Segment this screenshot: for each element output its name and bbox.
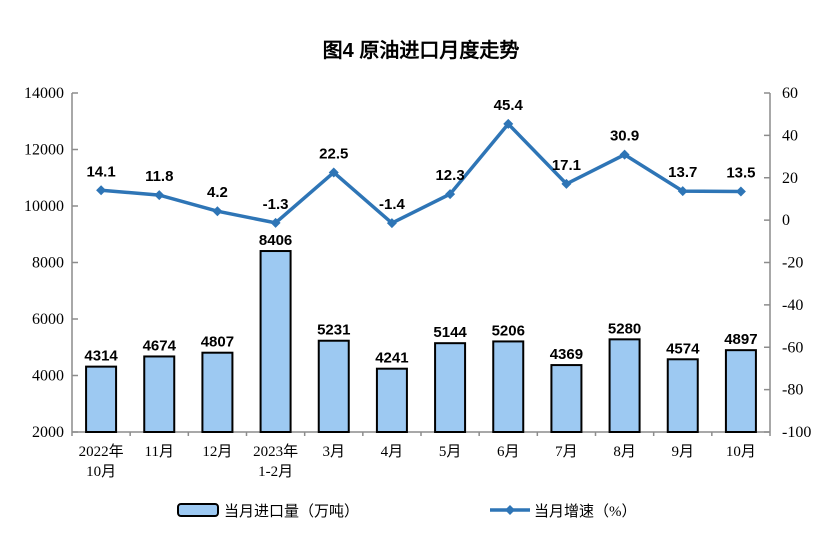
bar — [492, 340, 525, 434]
legend-bar-swatch — [177, 503, 219, 517]
legend-bar-label: 当月进口量（万吨） — [224, 503, 359, 520]
left-axis-tick-label: 2000 — [32, 424, 64, 441]
line-marker-icon — [154, 190, 165, 201]
line-value-label: 17.1 — [552, 157, 581, 174]
right-axis-tick-label: -80 — [782, 382, 803, 399]
x-axis-label: 4月 — [381, 444, 404, 460]
plot-area: 14000 12000 10000 8000 6000 4000 2000 60 40 20 0 -2… — [24, 85, 811, 480]
line-value-label: 14.1 — [86, 163, 115, 180]
right-axis-tick-label: 60 — [782, 85, 798, 102]
right-axis-tick-label: 20 — [782, 170, 798, 187]
x-axis-label: 6月 — [497, 444, 520, 460]
line-marker-icon — [619, 149, 630, 160]
x-axis-label: 5月 — [439, 444, 462, 460]
left-axis-tick-label: 10000 — [24, 198, 64, 215]
bar — [608, 338, 641, 433]
line-marker-icon — [212, 206, 223, 217]
line-marker-icon — [445, 189, 456, 200]
bar-value-label: 5206 — [492, 322, 525, 339]
bar — [550, 364, 583, 433]
legend: 当月进口量（万吨） 当月增速（%） — [177, 503, 637, 520]
right-axis-tick-label: -20 — [782, 255, 803, 272]
line-marker-icon — [270, 217, 281, 228]
line-marker-icon — [735, 186, 746, 197]
bar-value-label: 4574 — [666, 340, 700, 357]
bar — [85, 365, 118, 433]
left-axis-tick-label: 8000 — [32, 255, 64, 272]
bar-value-label: 4369 — [550, 346, 583, 363]
bar-value-label: 5231 — [317, 322, 350, 339]
x-axis-label: 7月 — [555, 444, 578, 460]
x-axis-label: 1-2月 — [258, 464, 293, 480]
x-axis-label: 11月 — [145, 444, 174, 460]
bar-value-label: 4807 — [201, 334, 234, 351]
line-marker-icon — [96, 185, 107, 196]
line-marker-icon — [561, 178, 572, 189]
left-axis-tick-label: 6000 — [32, 311, 64, 328]
bar-value-label: 4674 — [143, 337, 177, 354]
line-marker-icon — [503, 118, 514, 129]
bar — [259, 250, 292, 433]
line-value-label: 45.4 — [494, 97, 524, 114]
line-value-label: 22.5 — [319, 145, 348, 162]
right-axis-tick-label: 0 — [782, 212, 790, 229]
bar — [724, 349, 757, 434]
line-value-label: 12.3 — [435, 167, 464, 184]
bar — [666, 358, 699, 433]
bar-value-label: 5280 — [608, 320, 641, 337]
bar-value-label: 4241 — [375, 350, 408, 367]
bar — [434, 342, 467, 434]
x-axis-label: 2022年 — [79, 443, 124, 460]
line-value-label: 11.8 — [145, 168, 173, 185]
growth-rate-line — [100, 121, 741, 226]
bar — [375, 367, 408, 433]
line-value-label: 13.5 — [726, 165, 755, 182]
x-axis-label: 10月 — [86, 464, 116, 480]
legend-line-marker-icon — [505, 505, 515, 515]
line-value-label: -1.3 — [263, 196, 289, 213]
chart-title: 图4 原油进口月度走势 — [323, 38, 520, 62]
bar-value-label: 5144 — [433, 324, 467, 341]
bar-value-label: 4897 — [724, 331, 757, 348]
left-axis-tick-label: 4000 — [32, 368, 64, 385]
x-axis-label: 8月 — [613, 444, 636, 460]
x-axis-label: 3月 — [322, 444, 345, 460]
x-axis-label: 10月 — [726, 444, 756, 460]
bar-value-label: 4314 — [84, 348, 118, 365]
line-marker-icon — [677, 186, 688, 197]
line-marker-icon — [328, 167, 339, 178]
right-axis-tick-label: 40 — [782, 127, 798, 144]
bar — [143, 355, 176, 433]
x-axis-label: 2023年 — [253, 443, 298, 460]
left-axis-tick-label: 12000 — [24, 142, 64, 159]
legend-line-label: 当月增速（%） — [534, 503, 637, 520]
line-value-label: 13.7 — [668, 164, 697, 181]
line-value-label: 4.2 — [207, 184, 228, 201]
line-value-label: 30.9 — [610, 128, 639, 145]
line-value-label: -1.4 — [379, 196, 406, 213]
x-axis-label: 9月 — [671, 444, 694, 460]
left-axis-tick-label: 14000 — [24, 85, 64, 102]
bar — [201, 351, 234, 433]
line-marker-icon — [386, 218, 397, 229]
right-axis-tick-label: -40 — [782, 297, 803, 314]
right-axis-tick-label: -100 — [782, 424, 811, 441]
bar — [317, 339, 350, 433]
right-axis-tick-label: -60 — [782, 339, 803, 356]
bar-value-label: 8406 — [259, 232, 292, 249]
x-axis-label: 12月 — [202, 444, 232, 460]
